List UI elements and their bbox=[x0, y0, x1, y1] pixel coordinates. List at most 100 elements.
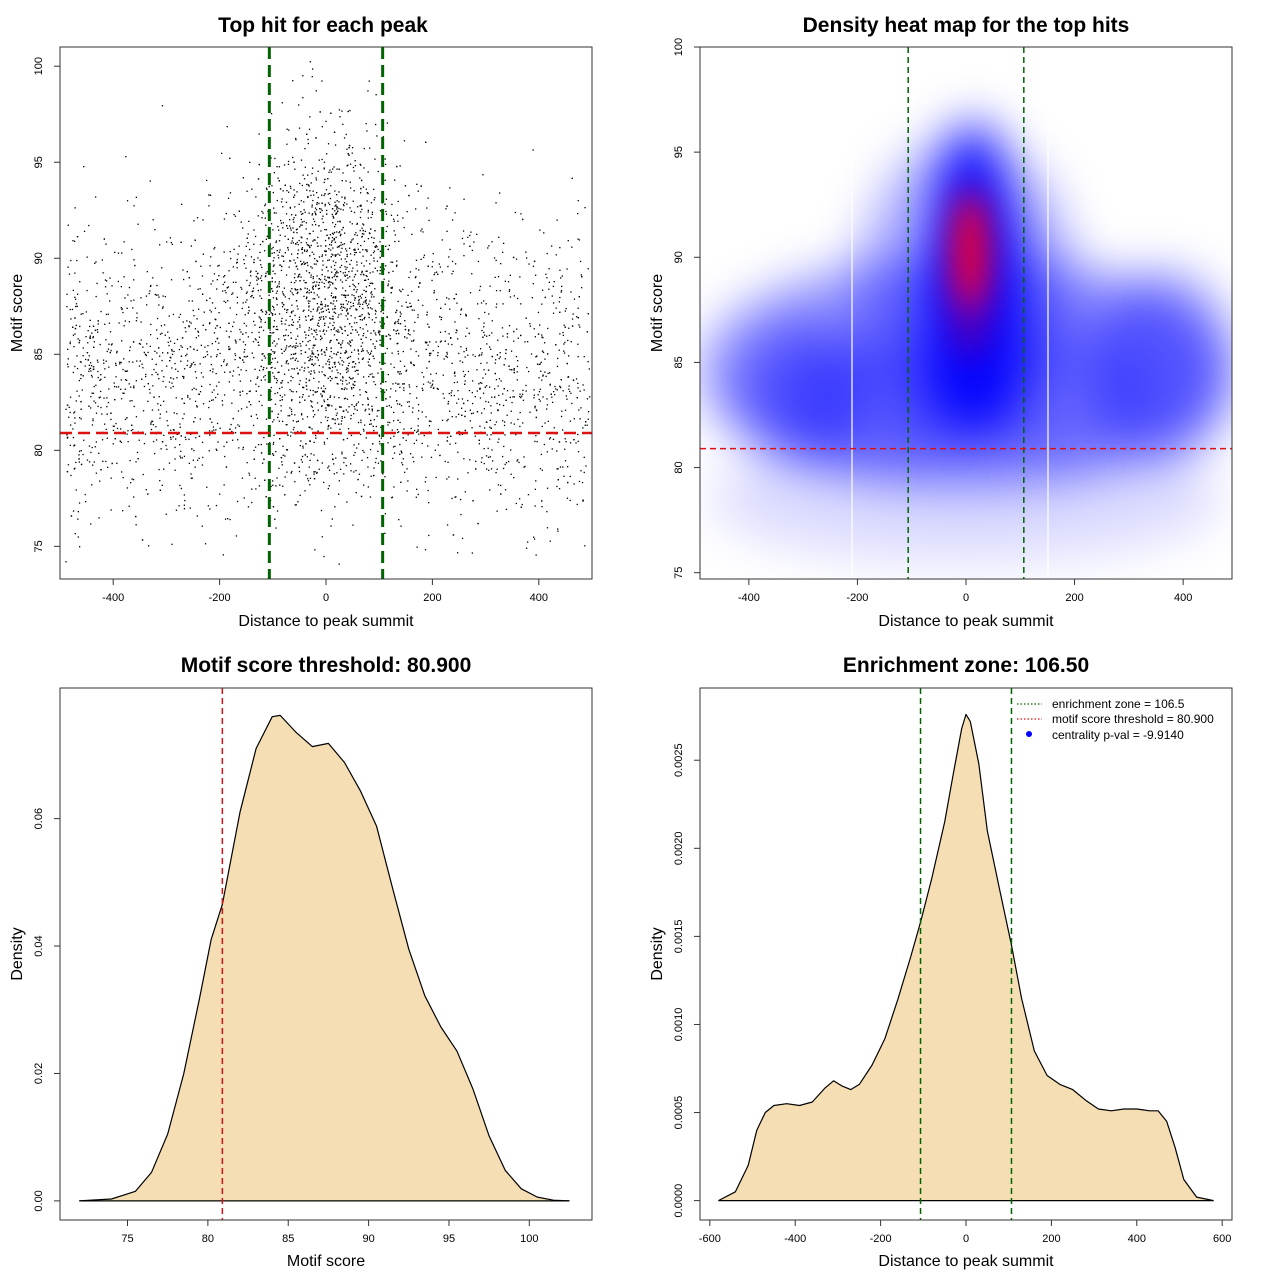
scatter-point bbox=[259, 295, 261, 297]
scatter-point bbox=[303, 220, 305, 223]
scatter-point bbox=[324, 374, 326, 377]
scatter-point bbox=[223, 359, 225, 361]
scatter-point bbox=[328, 358, 330, 361]
scatter-point bbox=[500, 380, 502, 382]
scatter-point bbox=[371, 236, 373, 239]
scatter-point bbox=[351, 388, 353, 390]
scatter-point bbox=[395, 265, 398, 267]
scatter-point bbox=[326, 234, 328, 236]
scatter-point bbox=[101, 439, 104, 441]
scatter-point bbox=[399, 371, 401, 373]
scatter-point bbox=[96, 329, 99, 331]
scatter-point bbox=[176, 377, 178, 379]
scatter-point bbox=[387, 373, 389, 376]
scatter-point bbox=[364, 279, 367, 281]
scatter-point bbox=[170, 357, 172, 359]
scatter-point bbox=[358, 473, 361, 475]
scatter-point bbox=[371, 282, 373, 284]
scatter-point bbox=[124, 370, 126, 372]
scatter-point bbox=[351, 339, 353, 341]
scatter-point bbox=[444, 303, 446, 305]
scatter-point bbox=[340, 251, 342, 253]
scatter-point bbox=[327, 276, 329, 278]
scatter-point bbox=[491, 396, 493, 398]
scatter-point bbox=[246, 237, 248, 239]
scatter-point bbox=[359, 319, 361, 321]
scatter-point bbox=[146, 343, 148, 345]
scatter-point bbox=[315, 213, 317, 216]
scatter-point bbox=[117, 252, 120, 254]
scatter-point bbox=[311, 428, 313, 430]
scatter-point bbox=[309, 246, 311, 249]
scatter-point bbox=[145, 295, 148, 297]
scatter-point bbox=[313, 454, 315, 456]
scatter-point bbox=[338, 207, 340, 210]
scatter-point bbox=[360, 315, 362, 317]
scatter-point bbox=[248, 390, 251, 393]
scatter-point bbox=[321, 462, 323, 464]
scatter-point bbox=[498, 236, 500, 238]
scatter-point bbox=[325, 316, 327, 318]
scatter-point bbox=[208, 194, 210, 196]
legend-label-enrichment-zone: enrichment zone = 106.5 bbox=[1052, 697, 1185, 711]
scatter-point bbox=[80, 418, 82, 420]
scatter-point bbox=[170, 387, 172, 389]
scatter-point bbox=[336, 382, 338, 385]
scatter-point bbox=[316, 259, 318, 262]
scatter-point bbox=[417, 429, 419, 431]
scatter-point bbox=[66, 363, 69, 365]
scatter-point bbox=[133, 279, 135, 281]
scatter-point bbox=[571, 402, 573, 405]
scatter-point bbox=[443, 397, 445, 399]
scatter-point bbox=[315, 137, 317, 139]
scatter-point bbox=[365, 382, 367, 384]
scatter-point bbox=[558, 349, 560, 351]
scatter-point bbox=[357, 369, 359, 372]
scatter-point bbox=[101, 413, 103, 415]
scatter-point bbox=[122, 392, 124, 394]
scatter-point bbox=[426, 311, 428, 313]
scatter-point bbox=[321, 303, 323, 305]
scatter-point bbox=[361, 271, 363, 274]
scatter-point bbox=[162, 352, 164, 354]
scatter-point bbox=[285, 362, 287, 364]
scatter-point bbox=[363, 233, 365, 235]
scatter-point bbox=[307, 478, 309, 480]
scatter-point bbox=[328, 237, 330, 239]
scatter-point bbox=[479, 382, 481, 384]
scatter-point bbox=[69, 308, 71, 311]
scatter-point bbox=[413, 309, 415, 311]
scatter-point bbox=[454, 371, 456, 373]
scatter-point bbox=[285, 319, 287, 321]
scatter-point bbox=[302, 447, 304, 449]
scatter-point bbox=[320, 509, 323, 512]
scatter-point bbox=[345, 310, 348, 312]
scatter-point bbox=[281, 302, 283, 304]
scatter-point bbox=[133, 385, 135, 387]
scatter-point bbox=[272, 443, 274, 445]
scatter-point bbox=[100, 390, 102, 393]
scatter-point bbox=[273, 257, 275, 259]
scatter-point bbox=[537, 333, 540, 335]
scatter-point bbox=[338, 191, 340, 193]
scatter-point bbox=[357, 242, 359, 245]
scatter-point bbox=[120, 361, 122, 364]
scatter-point bbox=[300, 289, 302, 291]
scatter-point bbox=[510, 473, 512, 475]
scatter-point bbox=[77, 518, 79, 520]
scatter-point bbox=[119, 361, 121, 363]
scatter-point bbox=[379, 269, 381, 272]
scatter-point bbox=[585, 465, 587, 467]
scatter-point bbox=[92, 420, 94, 422]
scatter-point bbox=[452, 219, 454, 221]
scatter-point bbox=[564, 448, 566, 450]
scatter-point bbox=[211, 430, 213, 432]
scatter-point bbox=[324, 278, 326, 280]
scatter-point bbox=[580, 470, 582, 472]
scatter-point bbox=[122, 368, 124, 371]
scatter-point bbox=[367, 466, 369, 468]
scatter-point bbox=[133, 386, 135, 389]
scatter-point bbox=[506, 336, 509, 338]
scatter-point bbox=[303, 178, 306, 180]
scatter-point bbox=[350, 434, 353, 437]
